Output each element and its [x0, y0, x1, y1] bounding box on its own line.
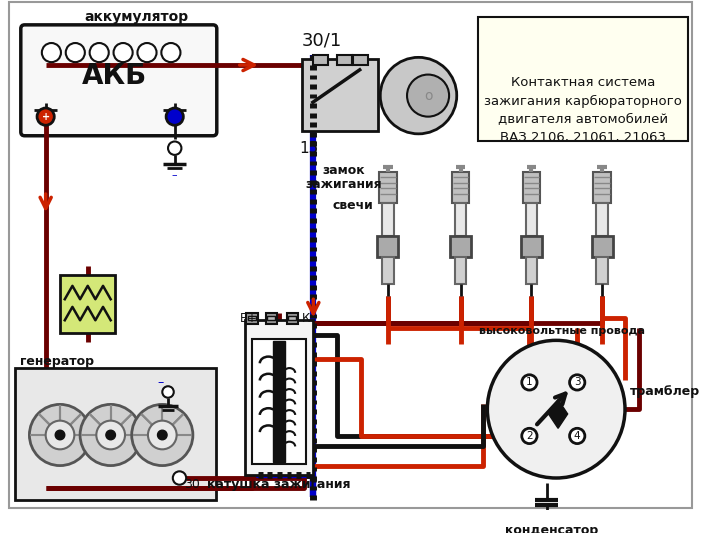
Bar	[382, 257, 393, 284]
Bar	[452, 172, 469, 203]
Text: +: +	[42, 111, 50, 122]
Bar	[454, 203, 466, 236]
Polygon shape	[549, 400, 568, 429]
Bar	[378, 236, 398, 257]
Circle shape	[37, 108, 55, 125]
Text: 3: 3	[574, 377, 581, 387]
Bar	[266, 313, 277, 324]
Bar	[289, 317, 296, 320]
Circle shape	[168, 141, 182, 155]
Text: К: К	[302, 312, 310, 325]
Text: 2: 2	[526, 431, 533, 441]
Bar	[353, 55, 368, 65]
Text: катушка зажигания: катушка зажигания	[208, 478, 350, 491]
Bar	[252, 340, 306, 464]
Text: АКБ: АКБ	[82, 62, 147, 91]
Bar	[592, 236, 612, 257]
Bar	[382, 203, 393, 236]
Text: трамблер: трамблер	[630, 385, 700, 399]
Circle shape	[29, 405, 90, 466]
Circle shape	[157, 430, 167, 440]
Bar	[313, 55, 327, 65]
Text: o: o	[424, 88, 432, 102]
Text: 4: 4	[574, 431, 581, 441]
Bar	[477, 17, 688, 141]
Text: конденсатор: конденсатор	[505, 524, 598, 533]
Text: генератор: генератор	[20, 355, 94, 368]
Bar	[60, 276, 116, 333]
Circle shape	[407, 75, 449, 117]
Circle shape	[131, 405, 193, 466]
Bar	[521, 236, 542, 257]
Bar	[523, 172, 540, 203]
Bar	[302, 59, 378, 131]
Circle shape	[42, 43, 61, 62]
Text: замок: замок	[322, 164, 365, 176]
Text: 30: 30	[185, 478, 200, 491]
Bar	[337, 55, 352, 65]
Text: свечи: свечи	[332, 199, 373, 212]
Text: Б+: Б+	[240, 312, 258, 325]
Bar	[597, 257, 608, 284]
Circle shape	[162, 386, 174, 398]
Text: Контактная система
зажигания карбюраторного
двигателя автомобилей
ВАЗ 2106, 2106: Контактная система зажигания карбюраторн…	[484, 76, 682, 143]
Bar	[245, 320, 313, 475]
Bar	[526, 203, 537, 236]
Bar	[286, 313, 298, 324]
Bar	[597, 203, 608, 236]
Circle shape	[113, 43, 133, 62]
Text: зажигания: зажигания	[306, 178, 382, 191]
Circle shape	[488, 341, 625, 478]
Bar	[450, 236, 471, 257]
Bar	[594, 172, 611, 203]
Circle shape	[569, 375, 585, 390]
Circle shape	[66, 43, 85, 62]
Circle shape	[90, 43, 108, 62]
Text: высоковольтные провода: высоковольтные провода	[479, 326, 645, 336]
Circle shape	[137, 43, 157, 62]
Bar	[379, 172, 396, 203]
Circle shape	[55, 430, 65, 440]
Circle shape	[569, 429, 585, 443]
Text: 15: 15	[299, 141, 318, 156]
Bar	[268, 317, 275, 320]
Bar	[248, 317, 256, 320]
Bar	[15, 368, 216, 500]
Text: 1: 1	[526, 377, 533, 387]
Bar	[526, 257, 537, 284]
Circle shape	[166, 108, 183, 125]
Bar	[454, 257, 466, 284]
Text: аккумулятор: аккумулятор	[84, 10, 188, 24]
Bar	[246, 313, 258, 324]
Circle shape	[148, 421, 177, 449]
Text: –: –	[172, 170, 177, 180]
Circle shape	[96, 421, 125, 449]
Circle shape	[162, 43, 180, 62]
FancyBboxPatch shape	[21, 25, 217, 136]
Circle shape	[173, 471, 186, 484]
Circle shape	[381, 58, 457, 134]
Circle shape	[46, 421, 75, 449]
Circle shape	[522, 375, 537, 390]
Circle shape	[522, 429, 537, 443]
Circle shape	[106, 430, 116, 440]
Circle shape	[80, 405, 141, 466]
Text: –: –	[157, 376, 164, 389]
Text: 30/1: 30/1	[302, 31, 342, 49]
Bar	[273, 341, 284, 462]
